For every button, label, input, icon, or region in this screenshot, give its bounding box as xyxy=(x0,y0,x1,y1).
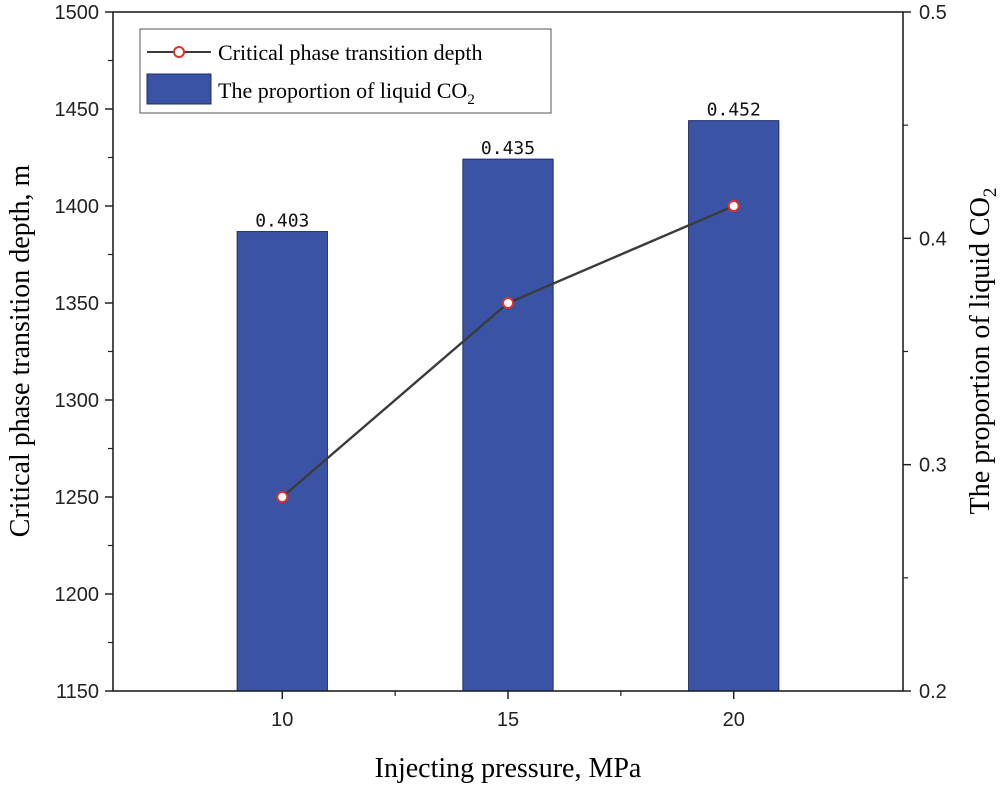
right-axis-title: The proportion of liquid CO2 xyxy=(965,188,1001,515)
x-axis-title: Injecting pressure, MPa xyxy=(375,753,642,784)
left-tick-label-1300: 1300 xyxy=(55,390,100,412)
legend-line-label: Critical phase transition depth xyxy=(218,40,483,65)
bar-labels-group: 0.403 0.435 0.452 xyxy=(255,100,761,232)
depth-point-10 xyxy=(276,491,289,503)
depth-point-15 xyxy=(502,297,514,309)
legend: Critical phase transition depth The prop… xyxy=(139,28,552,114)
legend-bar-label: The proportion of liquid CO2 xyxy=(218,78,475,108)
bars-group xyxy=(236,120,780,692)
x-tick-label-15: 15 xyxy=(497,709,519,731)
right-axis-title-main: The proportion of liquid CO xyxy=(965,197,996,514)
bar-value-label-15: 0.435 xyxy=(481,138,535,159)
right-tick-label-0.2: 0.2 xyxy=(919,681,947,703)
left-tick-label-1250: 1250 xyxy=(55,487,100,509)
bar-10 xyxy=(236,231,328,692)
bar-value-label-20: 0.452 xyxy=(707,100,761,121)
left-tick-label-1500: 1500 xyxy=(55,2,100,24)
x-tick-label-10: 10 xyxy=(271,709,293,731)
left-tick-label-1350: 1350 xyxy=(55,293,100,315)
x-tick-label-20: 20 xyxy=(723,709,745,731)
left-axis-title: Critical phase transition depth, m xyxy=(5,165,36,538)
legend-line-marker xyxy=(173,46,185,58)
left-tick-label-1200: 1200 xyxy=(55,584,100,606)
legend-bar-swatch xyxy=(146,73,212,105)
x-ticks-group: 10 15 20 xyxy=(271,691,745,731)
right-axis-title-sub: 2 xyxy=(980,188,1001,198)
bar-20 xyxy=(688,120,780,692)
left-tick-label-1150: 1150 xyxy=(56,681,99,703)
legend-bar-label-main: The proportion of liquid CO xyxy=(218,78,467,103)
left-tick-label-1400: 1400 xyxy=(55,196,100,218)
line-series-group xyxy=(276,200,740,503)
bar-15 xyxy=(462,158,554,692)
bar-value-label-10: 0.403 xyxy=(255,211,309,232)
legend-bar-label-sub: 2 xyxy=(467,92,475,108)
right-tick-label-0.4: 0.4 xyxy=(919,228,947,250)
y-right-ticks-group: 0.2 0.3 0.4 0.5 xyxy=(903,2,947,703)
right-tick-label-0.5: 0.5 xyxy=(919,2,947,24)
left-tick-label-1450: 1450 xyxy=(55,99,100,121)
depth-point-20 xyxy=(727,200,740,212)
right-tick-label-0.3: 0.3 xyxy=(919,455,947,477)
y-left-ticks-group: 1150 1200 1250 1300 1350 1400 1450 1500 xyxy=(55,2,113,703)
